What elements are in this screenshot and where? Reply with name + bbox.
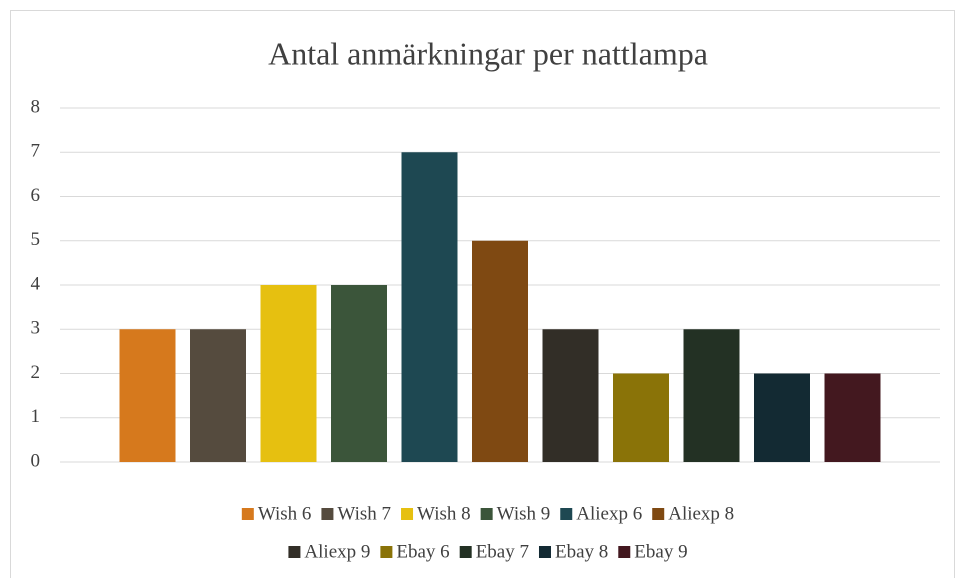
legend-label: Aliexp 6 xyxy=(576,503,642,524)
y-tick-label: 2 xyxy=(31,362,41,383)
legend-swatch xyxy=(480,508,493,520)
bar xyxy=(754,373,810,462)
bar xyxy=(472,240,528,462)
y-tick-label: 1 xyxy=(31,406,41,427)
y-tick-label: 0 xyxy=(31,450,41,471)
legend-label: Wish 7 xyxy=(337,503,391,524)
legend-swatch xyxy=(618,546,631,558)
y-tick-label: 6 xyxy=(31,185,41,206)
legend-label: Aliexp 9 xyxy=(304,541,370,562)
legend-swatch xyxy=(241,508,254,520)
y-tick-label: 5 xyxy=(31,229,41,250)
y-tick-label: 7 xyxy=(31,141,41,162)
legend-label: Wish 9 xyxy=(497,503,551,524)
y-tick-label: 8 xyxy=(31,96,41,117)
bar xyxy=(824,373,881,462)
bar xyxy=(260,285,317,462)
legend-label: Ebay 8 xyxy=(555,541,608,562)
bar xyxy=(683,329,740,462)
legend-swatch xyxy=(652,508,665,520)
legend-swatch xyxy=(288,546,301,558)
bar xyxy=(613,373,669,462)
bar xyxy=(190,329,246,462)
legend-label: Ebay 6 xyxy=(396,541,449,562)
legend-swatch xyxy=(321,508,334,520)
legend-label: Wish 6 xyxy=(258,503,312,524)
legend-swatch xyxy=(459,546,472,558)
chart-title: Antal anmärkningar per nattlampa xyxy=(268,35,708,71)
bar xyxy=(401,152,458,462)
y-tick-label: 4 xyxy=(31,273,41,294)
legend-swatch xyxy=(560,508,573,520)
legend-label: Wish 8 xyxy=(417,503,471,524)
y-tick-label: 3 xyxy=(31,318,41,339)
legend-label: Ebay 9 xyxy=(634,541,687,562)
legend-swatch xyxy=(401,508,414,520)
bar xyxy=(331,285,387,462)
bar xyxy=(542,329,599,462)
legend-swatch xyxy=(538,546,551,558)
legend-swatch xyxy=(380,546,393,558)
bar xyxy=(119,329,176,462)
legend-label: Aliexp 8 xyxy=(668,503,734,524)
legend-label: Ebay 7 xyxy=(476,541,529,562)
